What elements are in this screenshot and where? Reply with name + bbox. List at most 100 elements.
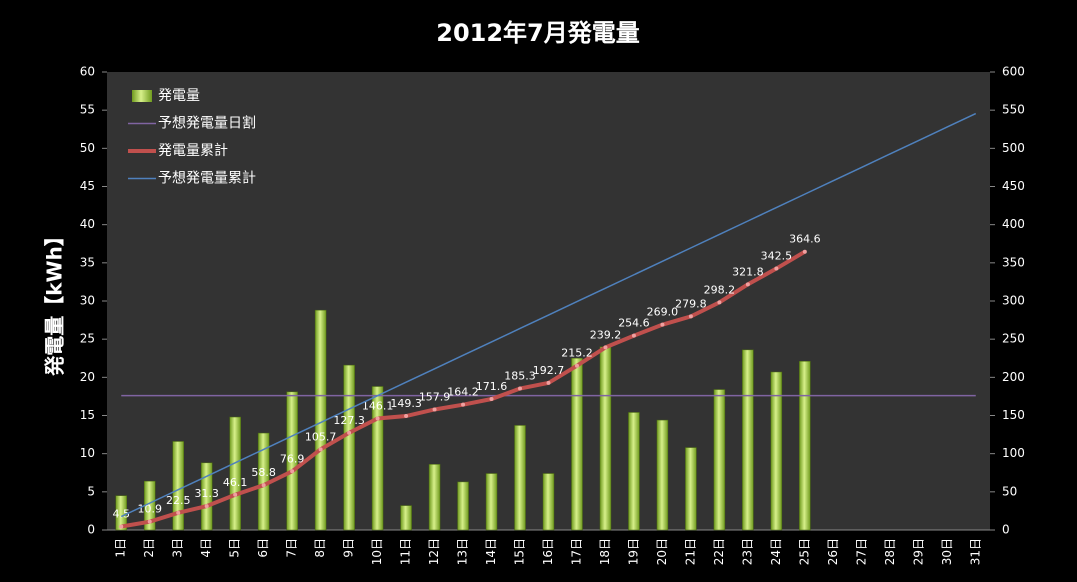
data-label: 342.5 bbox=[761, 250, 793, 263]
chart-title: 2012年7月発電量 bbox=[436, 19, 640, 47]
x-tick-label: 9日 bbox=[342, 538, 356, 558]
data-label: 46.1 bbox=[223, 476, 248, 489]
legend-label: 予想発電量日割 bbox=[158, 115, 256, 132]
bar bbox=[343, 364, 355, 531]
data-label: 10.9 bbox=[137, 503, 162, 516]
bar bbox=[514, 425, 526, 531]
x-tick-label: 23日 bbox=[740, 538, 754, 565]
x-tick-label: 12日 bbox=[427, 538, 441, 565]
x-tick-label: 30日 bbox=[940, 538, 954, 565]
y-tick-label: 10 bbox=[80, 446, 95, 460]
x-tick-label: 27日 bbox=[854, 538, 868, 565]
y-tick-label: 35 bbox=[80, 255, 95, 269]
bar bbox=[485, 473, 498, 531]
marker bbox=[290, 469, 295, 474]
y2-tick-label: 300 bbox=[1002, 294, 1025, 308]
marker bbox=[631, 333, 636, 338]
marker bbox=[347, 430, 352, 435]
bar bbox=[799, 361, 811, 531]
y2-tick-label: 250 bbox=[1002, 332, 1025, 346]
marker bbox=[688, 314, 693, 319]
x-tick-label: 26日 bbox=[826, 538, 840, 565]
data-label: 279.8 bbox=[675, 297, 707, 310]
data-label: 254.6 bbox=[618, 317, 650, 330]
y2-tick-label: 550 bbox=[1002, 103, 1025, 117]
x-tick-label: 4日 bbox=[199, 538, 213, 558]
legend-label: 発電量 bbox=[158, 88, 200, 104]
data-label: 4.5 bbox=[112, 508, 130, 521]
data-label: 58.8 bbox=[251, 466, 276, 479]
data-label: 298.2 bbox=[704, 283, 736, 296]
x-tick-label: 24日 bbox=[769, 538, 783, 565]
bar bbox=[286, 391, 298, 531]
data-label: 269.0 bbox=[647, 306, 679, 319]
x-tick-label: 20日 bbox=[655, 538, 669, 565]
bar bbox=[172, 441, 184, 531]
x-tick-label: 10日 bbox=[370, 538, 384, 565]
data-label: 105.7 bbox=[305, 430, 337, 443]
y-tick-label: 5 bbox=[87, 484, 95, 498]
bar bbox=[428, 464, 441, 531]
x-tick-label: 5日 bbox=[228, 538, 242, 558]
y2-tick-label: 400 bbox=[1002, 217, 1025, 231]
x-tick-label: 3日 bbox=[171, 538, 185, 558]
bar bbox=[400, 505, 412, 531]
data-label: 157.9 bbox=[419, 390, 451, 403]
data-label: 215.2 bbox=[561, 347, 593, 360]
marker bbox=[603, 345, 608, 350]
bar bbox=[200, 462, 213, 531]
y-tick-label: 15 bbox=[80, 408, 95, 422]
marker bbox=[204, 504, 209, 509]
marker bbox=[375, 416, 380, 421]
x-tick-label: 28日 bbox=[883, 538, 897, 565]
marker bbox=[461, 402, 466, 407]
marker bbox=[518, 386, 523, 391]
x-tick-label: 11日 bbox=[399, 538, 413, 565]
x-tick-label: 22日 bbox=[712, 538, 726, 565]
bar bbox=[685, 447, 697, 531]
marker bbox=[802, 249, 807, 254]
bar bbox=[229, 416, 241, 531]
y2-tick-label: 600 bbox=[1002, 65, 1025, 79]
y2-tick-label: 50 bbox=[1002, 484, 1017, 498]
data-label: 31.3 bbox=[194, 487, 219, 500]
x-tick-label: 15日 bbox=[513, 538, 527, 565]
y-tick-label: 60 bbox=[80, 65, 95, 79]
y2-tick-label: 450 bbox=[1002, 179, 1025, 193]
y2-tick-label: 350 bbox=[1002, 255, 1025, 269]
marker bbox=[119, 524, 124, 529]
bar bbox=[770, 371, 783, 531]
x-tick-label: 31日 bbox=[968, 538, 982, 565]
marker bbox=[745, 282, 750, 287]
marker bbox=[147, 519, 152, 524]
data-label: 149.3 bbox=[390, 397, 422, 410]
line bbox=[120, 112, 977, 518]
data-label: 171.6 bbox=[476, 380, 508, 393]
y2-tick-label: 0 bbox=[1002, 523, 1010, 537]
bar bbox=[371, 386, 384, 531]
x-tick-label: 7日 bbox=[285, 538, 299, 558]
data-label: 185.3 bbox=[504, 370, 536, 383]
y2-tick-label: 500 bbox=[1002, 141, 1025, 155]
x-tick-label: 25日 bbox=[797, 538, 811, 565]
data-label: 127.3 bbox=[333, 414, 365, 427]
marker bbox=[318, 447, 323, 452]
marker bbox=[404, 414, 409, 419]
y-tick-label: 40 bbox=[80, 217, 95, 231]
legend-swatch bbox=[132, 90, 152, 102]
y-tick-label: 45 bbox=[80, 179, 95, 193]
marker bbox=[774, 266, 779, 271]
y-tick-label: 20 bbox=[80, 370, 95, 384]
data-label: 239.2 bbox=[590, 328, 622, 341]
marker bbox=[261, 483, 266, 488]
marker bbox=[489, 397, 494, 402]
legend-label: 予想発電量累計 bbox=[158, 171, 256, 187]
bar bbox=[599, 346, 612, 531]
y2-tick-label: 150 bbox=[1002, 408, 1025, 422]
bar bbox=[542, 473, 555, 531]
bar bbox=[571, 358, 583, 531]
x-tick-label: 13日 bbox=[456, 538, 470, 565]
x-tick-label: 16日 bbox=[541, 538, 555, 565]
data-label: 321.8 bbox=[732, 265, 764, 278]
